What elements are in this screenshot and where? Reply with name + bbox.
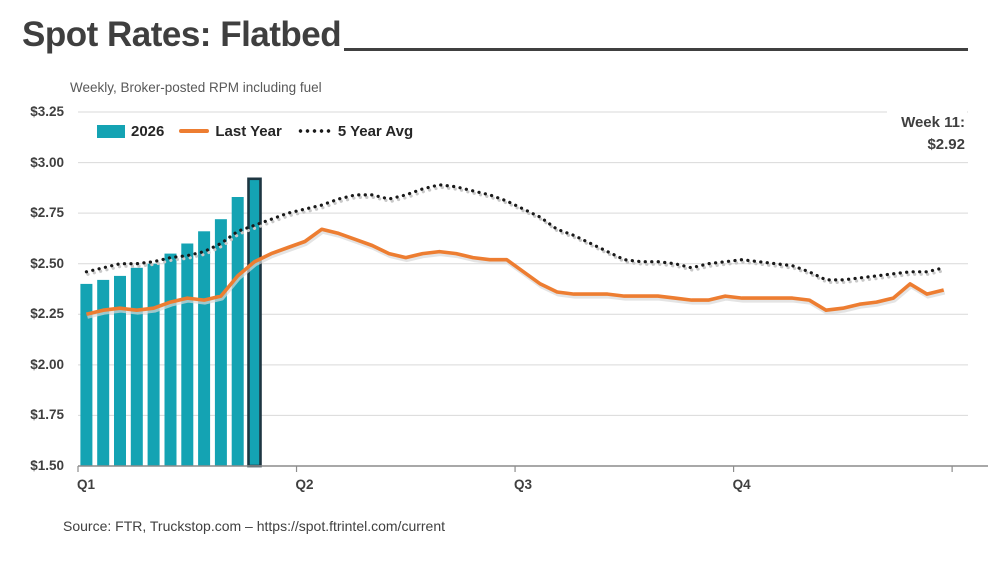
bar-week-8 (198, 231, 211, 466)
legend: 2026 Last Year 5 Year Avg (97, 118, 413, 144)
legend-item-2026: 2026 (97, 123, 164, 140)
dotted-swatch-icon (296, 129, 332, 133)
x-axis-label: Q3 (514, 477, 533, 492)
legend-label: 5 Year Avg (337, 122, 414, 140)
bar-week-1 (80, 283, 93, 466)
source-note: Source: FTR, Truckstop.com – https://spo… (63, 518, 446, 534)
bar-swatch-icon (97, 124, 125, 138)
line-swatch-icon (179, 129, 210, 133)
y-axis-label: $1.50 (30, 458, 64, 473)
bar-week-9 (214, 219, 227, 466)
bar-week-6 (164, 253, 177, 466)
five-year-avg-line-shadow (86, 185, 947, 284)
bar-week-7 (181, 243, 194, 466)
bar-week-10 (231, 197, 244, 466)
page-title: Spot Rates: Flatbed (22, 15, 342, 54)
bar-week-3 (114, 275, 126, 466)
callout-value: $2.92 (927, 136, 965, 153)
legend-item-5-year-avg: 5 Year Avg (296, 122, 414, 140)
legend-label: 2026 (131, 122, 165, 140)
y-axis-label: $2.75 (30, 205, 64, 221)
y-axis-label: $2.00 (30, 356, 64, 372)
x-axis-label: Q2 (295, 477, 314, 492)
week-callout: Week 11: $2.92 (887, 110, 967, 161)
five-year-avg-line (84, 183, 946, 282)
title-rule (344, 48, 968, 51)
bar-week-11-highlighted (247, 177, 262, 468)
y-axis-label: $2.25 (30, 306, 64, 322)
bar-week-4 (130, 267, 143, 466)
chart-subtitle: Weekly, Broker-posted RPM including fuel (70, 80, 322, 95)
y-axis-label: $2.50 (30, 255, 64, 271)
header: Spot Rates: Flatbed (22, 14, 968, 56)
legend-label: Last Year (215, 122, 282, 140)
y-axis-label: $3.00 (30, 154, 64, 170)
legend-item-last-year: Last Year (179, 122, 282, 140)
bar-week-2 (97, 279, 110, 466)
y-axis-label: $1.75 (30, 407, 64, 423)
last-year-line (85, 227, 945, 317)
callout-week: Week 11: (901, 114, 965, 131)
bar-week-5 (147, 263, 160, 466)
y-axis-label: $3.25 (30, 104, 64, 119)
x-axis-label: Q1 (77, 477, 96, 492)
x-axis-label: Q4 (732, 477, 751, 492)
